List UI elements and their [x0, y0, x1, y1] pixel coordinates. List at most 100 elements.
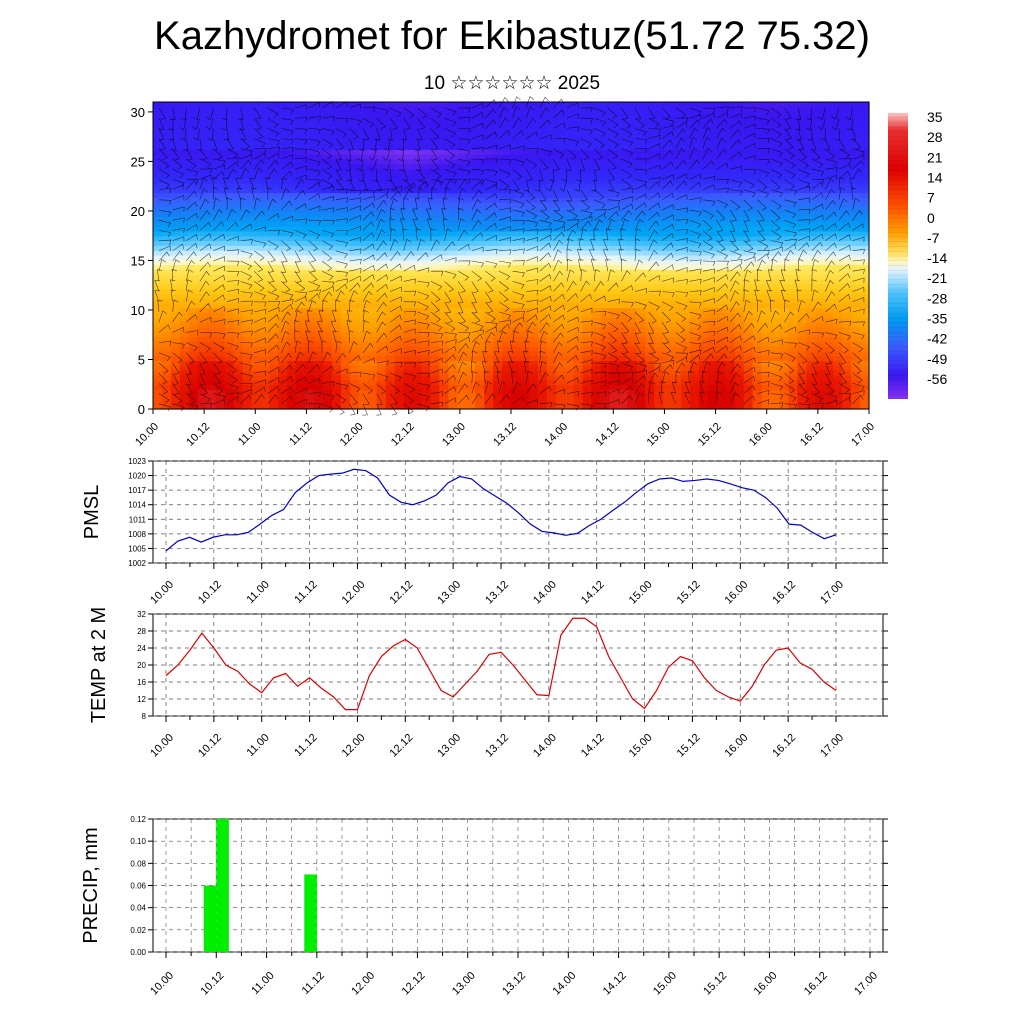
heatmap-cell: [788, 313, 798, 319]
heatmap-cell: [681, 289, 691, 295]
heatmap-cell: [475, 241, 485, 247]
heatmap-cell: [519, 202, 530, 209]
heatmap-cell: [215, 394, 226, 401]
heatmap-cell: [537, 317, 548, 324]
heatmap-cell: [546, 164, 557, 170]
heatmap-cell: [242, 193, 253, 199]
heatmap-cell: [725, 169, 736, 175]
heatmap-cell: [188, 385, 199, 391]
heatmap-cell: [448, 140, 458, 146]
heatmap-cell: [161, 135, 172, 141]
heatmap-cell: [161, 269, 172, 276]
heatmap-cell: [815, 399, 825, 405]
heatmap-cell: [645, 380, 655, 386]
heatmap-cell: [197, 207, 208, 213]
heatmap-cell: [502, 111, 512, 117]
heatmap-cell: [224, 236, 235, 242]
heatmap-cell: [707, 279, 718, 285]
heatmap-cell: [394, 380, 405, 386]
heatmap-cell: [242, 236, 253, 242]
heatmap-cell: [698, 173, 709, 180]
heatmap-cell: [564, 332, 575, 338]
heatmap-cell: [493, 188, 503, 194]
heatmap-cell: [752, 284, 763, 290]
heatmap-cell: [349, 111, 360, 117]
heatmap-cell: [314, 106, 324, 113]
heatmap-cell: [806, 236, 816, 242]
heatmap-cell: [224, 183, 235, 189]
heatmap-cell: [260, 193, 270, 199]
heatmap-cell: [537, 140, 548, 146]
heatmap-cell: [367, 284, 378, 290]
heatmap-cell: [188, 135, 199, 141]
heatmap-cell: [752, 279, 763, 285]
heatmap-cell: [448, 149, 458, 156]
heatmap-cell: [466, 102, 476, 108]
heatmap-cell: [698, 399, 709, 405]
heatmap-cell: [806, 293, 816, 300]
heatmap-cell: [457, 332, 467, 338]
heatmap-cell: [546, 337, 557, 343]
heatmap-cell: [654, 178, 664, 185]
heatmap-cell: [600, 365, 611, 372]
heatmap-cell: [511, 106, 521, 113]
heatmap-cell: [690, 404, 700, 410]
heatmap-cell: [197, 221, 208, 228]
heatmap-cell: [385, 284, 396, 290]
heatmap-cell: [340, 106, 351, 113]
heatmap-cell: [833, 370, 843, 377]
heatmap-cell: [394, 121, 405, 127]
heatmap-cell: [448, 375, 458, 381]
heatmap-cell: [582, 394, 593, 401]
heatmap-cell: [636, 130, 646, 137]
heatmap-cell: [734, 332, 745, 338]
heatmap-cell: [412, 226, 423, 233]
heatmap-cell: [448, 341, 458, 348]
heatmap-cell: [609, 154, 619, 161]
heatmap-cell: [770, 322, 781, 329]
heatmap-cell: [421, 140, 432, 146]
heatmap-cell: [376, 298, 387, 305]
heatmap-cell: [636, 394, 646, 401]
heatmap-cell: [412, 274, 423, 281]
heatmap-cell: [340, 255, 351, 261]
heatmap-cell: [833, 399, 843, 405]
heatmap-cell: [663, 394, 673, 401]
heatmap-cell: [421, 212, 432, 218]
heatmap-cell: [752, 322, 763, 329]
heatmap-cell: [627, 269, 637, 276]
heatmap-cell: [734, 298, 745, 305]
heatmap-cell: [484, 265, 494, 271]
heatmap-cell: [153, 332, 163, 338]
heatmap-cell: [833, 245, 843, 252]
heatmap-cell: [672, 385, 682, 391]
heatmap-cell: [323, 145, 333, 151]
heatmap-cell: [600, 149, 611, 156]
heatmap-cell: [788, 231, 798, 237]
heatmap-cell: [546, 265, 557, 271]
heatmap-cell: [770, 236, 781, 242]
heatmap-cell: [743, 231, 754, 237]
heatmap-cell: [716, 365, 727, 372]
heatmap-cell: [188, 207, 199, 213]
heatmap-cell: [439, 217, 449, 223]
heatmap-cell: [349, 260, 360, 266]
heatmap-cell: [260, 102, 270, 108]
heatmap-cell: [815, 317, 825, 324]
heatmap-cell: [466, 241, 476, 247]
heatmap-cell: [564, 322, 575, 329]
heatmap-cell: [161, 130, 172, 137]
heatmap-cell: [161, 193, 172, 199]
heatmap-cell: [340, 380, 351, 386]
heatmap-cell: [690, 284, 700, 290]
heatmap-cell: [296, 399, 306, 405]
heatmap-cell: [179, 404, 190, 410]
heatmap-cell: [269, 394, 279, 401]
heatmap-cell: [833, 125, 843, 132]
heatmap-cell: [555, 145, 566, 151]
heatmap-cell: [314, 313, 324, 319]
heatmap-cell: [412, 313, 423, 319]
heatmap-cell: [206, 164, 217, 170]
heatmap-cell: [153, 370, 163, 377]
heatmap-cell: [332, 140, 342, 146]
